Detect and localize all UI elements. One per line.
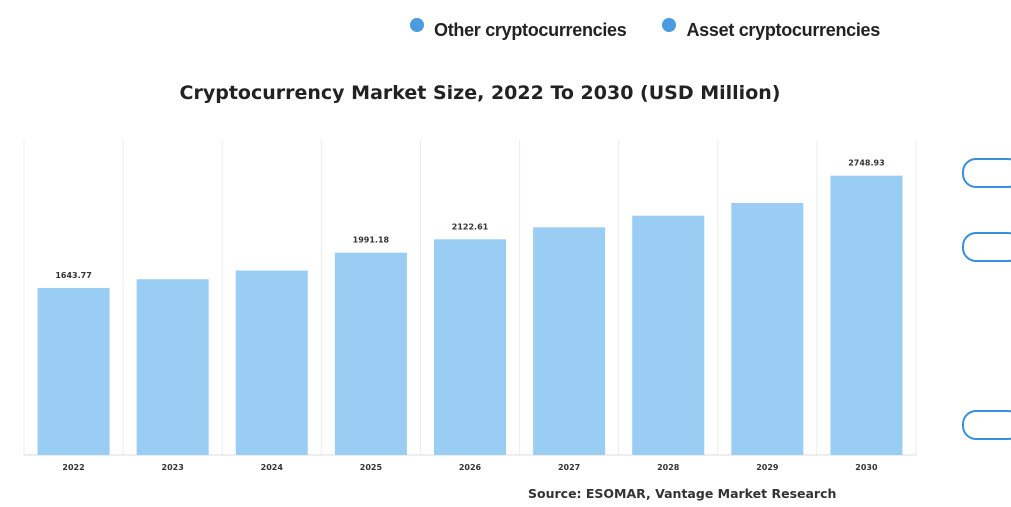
chart-title: Cryptocurrency Market Size, 2022 To 2030…: [179, 82, 781, 104]
legend: Other cryptocurrencies Asset cryptocurre…: [410, 14, 916, 46]
x-tick-label: 2026: [459, 463, 482, 472]
source-note: Source: ESOMAR, Vantage Market Research: [528, 486, 837, 501]
bar-2027: [533, 227, 606, 455]
side-toggle-button-2[interactable]: [962, 232, 1011, 262]
circle-icon: [410, 18, 424, 32]
data-label: 1991.18: [353, 236, 390, 245]
bar-2030: [830, 175, 903, 455]
bar-2023: [136, 279, 209, 455]
bar-2028: [632, 215, 705, 455]
circle-icon: [662, 18, 677, 32]
legend-label: Other cryptocurrencies: [434, 19, 627, 40]
bar-2024: [235, 270, 308, 455]
x-tick-label: 2022: [62, 463, 84, 472]
x-tick-label: 2029: [756, 463, 779, 472]
data-label: 2748.93: [848, 159, 884, 168]
legend-item-asset[interactable]: Asset cryptocurrencies: [662, 18, 880, 41]
x-tick-label: 2025: [360, 463, 383, 472]
side-toggle-button-3[interactable]: [962, 410, 1011, 440]
x-tick-label: 2028: [657, 463, 680, 472]
bar-2022: [37, 287, 110, 455]
data-label: 1643.77: [55, 271, 91, 280]
x-tick-label: 2024: [261, 463, 284, 472]
legend-item-other[interactable]: Other cryptocurrencies: [410, 18, 627, 41]
legend-label: Asset cryptocurrencies: [686, 19, 880, 40]
bar-2025: [334, 252, 407, 455]
x-tick-label: 2023: [162, 463, 184, 472]
side-toggle-button-1[interactable]: [962, 158, 1011, 188]
bar-2026: [434, 239, 506, 455]
x-tick-label: 2027: [558, 463, 580, 472]
data-label: 2122.61: [452, 222, 489, 231]
x-tick-label: 2030: [855, 463, 878, 472]
bar-2029: [731, 203, 804, 455]
